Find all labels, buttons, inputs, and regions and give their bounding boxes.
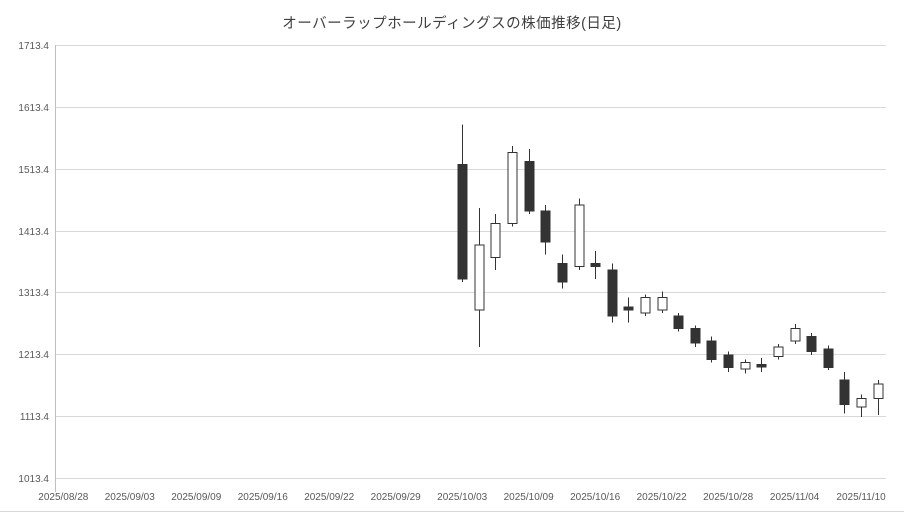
candle-body-up xyxy=(490,222,501,258)
x-axis-label: 2025/09/29 xyxy=(371,492,421,503)
candle-body-down xyxy=(540,210,551,243)
x-axis-label: 2025/08/28 xyxy=(38,492,88,503)
x-axis-label: 2025/09/22 xyxy=(304,492,354,503)
x-axis-label: 2025/10/03 xyxy=(437,492,487,503)
candle-body-up xyxy=(856,397,867,408)
x-axis-label: 2025/09/16 xyxy=(238,492,288,503)
candle-body-down xyxy=(706,340,717,360)
candle-body-down xyxy=(839,379,850,406)
candle-body-up xyxy=(574,204,585,268)
candle-body-up xyxy=(640,297,651,314)
y-axis-label: 1213.4 xyxy=(18,350,49,361)
candle-body-up xyxy=(474,244,485,311)
candle-body-down xyxy=(590,263,601,268)
candle-body-up xyxy=(790,328,801,342)
candle-body-down xyxy=(623,306,634,311)
x-axis-label: 2025/11/10 xyxy=(836,492,886,503)
y-axis-label: 1313.4 xyxy=(18,288,49,299)
chart-title: オーバーラップホールディングスの株価推移(日足) xyxy=(282,16,622,32)
candle-body-down xyxy=(690,328,701,344)
candle-body-down xyxy=(673,315,684,330)
x-axis-label: 2025/11/04 xyxy=(770,492,820,503)
x-axis-label: 2025/10/28 xyxy=(703,492,753,503)
candle-body-down xyxy=(524,161,535,212)
candle-body-up xyxy=(740,362,751,370)
y-axis-label: 1113.4 xyxy=(20,412,50,423)
x-axis-label: 2025/10/09 xyxy=(504,492,554,503)
candle-body-down xyxy=(607,269,618,317)
candle-body-down xyxy=(756,363,767,368)
candle-body-down xyxy=(457,164,468,280)
y-axis-label: 1713.4 xyxy=(18,41,49,52)
candle-body-down xyxy=(823,348,834,369)
candle-body-up xyxy=(507,151,518,224)
y-axis-label: 1613.4 xyxy=(18,103,49,114)
candle-body-down xyxy=(723,354,734,369)
x-axis-label: 2025/09/03 xyxy=(105,492,155,503)
candle-body-up xyxy=(773,346,784,357)
candle-body-down xyxy=(806,336,817,352)
x-axis-label: 2025/10/16 xyxy=(570,492,620,503)
x-axis-label: 2025/10/22 xyxy=(637,492,687,503)
y-axis-label: 1513.4 xyxy=(18,165,49,176)
y-axis-label: 1413.4 xyxy=(18,227,49,238)
candle-body-up xyxy=(873,383,884,399)
y-axis-label: 1013.4 xyxy=(18,474,49,485)
x-axis-label: 2025/09/09 xyxy=(171,492,221,503)
candle-body-down xyxy=(557,263,568,283)
candle-body-up xyxy=(657,297,668,311)
